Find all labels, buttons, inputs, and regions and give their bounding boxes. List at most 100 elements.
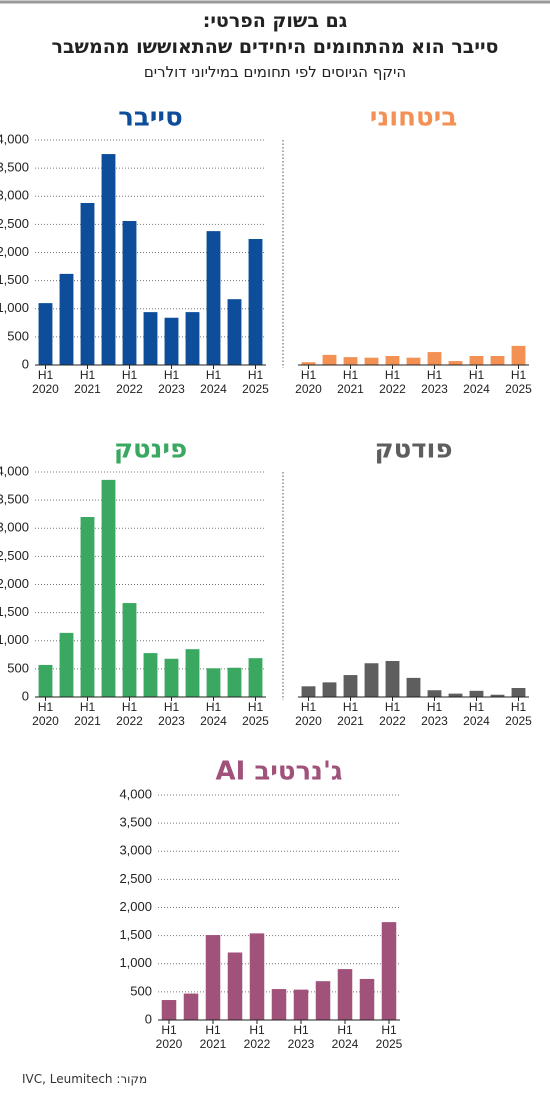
bar [322, 682, 337, 697]
bar [448, 693, 463, 697]
bar [364, 663, 379, 697]
bar [183, 993, 199, 1020]
x-tick-label: H1 2020 [295, 368, 322, 396]
x-tick-label: H1 2023 [421, 700, 448, 728]
bar [511, 688, 526, 697]
x-tick-label: H1 2024 [463, 368, 490, 396]
bar [80, 203, 95, 365]
bar [38, 303, 53, 365]
x-tick-label: H1 2021 [337, 700, 364, 728]
bar [315, 981, 331, 1020]
bar [406, 677, 421, 697]
y-tick-label: 500 [7, 660, 29, 675]
bar [205, 935, 221, 1020]
bar [469, 356, 484, 365]
bar [161, 1000, 177, 1020]
kicker: גם בשוק הפרטי: [202, 10, 348, 32]
y-tick-label: 500 [7, 328, 29, 343]
bar [337, 969, 353, 1020]
bar [227, 667, 242, 697]
title: סייבר הוא מהתחומים היחידים שהתאוששו מהמש… [51, 36, 499, 58]
bar [122, 221, 137, 365]
x-tick-label: H1 2021 [74, 368, 101, 396]
chart-title: פינטק [114, 435, 187, 465]
bar [359, 978, 375, 1020]
x-tick-label: H1 2025 [505, 700, 532, 728]
bar [511, 345, 526, 365]
source: מקור: IVC, Leumitech [22, 1072, 148, 1086]
bar [59, 273, 74, 365]
bar [185, 312, 200, 365]
bar [248, 658, 263, 697]
y-tick-label: 4,000 [119, 786, 152, 801]
bar [293, 989, 309, 1020]
x-tick-label: H1 2022 [379, 368, 406, 396]
bar [143, 312, 158, 365]
bar [248, 239, 263, 365]
bar [448, 361, 463, 365]
bar [206, 231, 221, 365]
y-tick-label: 2,500 [0, 548, 29, 563]
y-tick-label: 1,500 [119, 927, 152, 942]
bar [164, 658, 179, 697]
y-tick-label: 3,000 [119, 843, 152, 858]
x-tick-label: H1 2025 [505, 368, 532, 396]
bar [385, 661, 400, 697]
chart-title: סייבר [118, 103, 183, 133]
y-tick-label: 2,500 [0, 216, 29, 231]
x-tick-label: H1 2025 [242, 368, 269, 396]
x-tick-label: H1 2020 [32, 368, 59, 396]
x-tick-label: H1 2024 [200, 700, 227, 728]
bar [227, 952, 243, 1020]
x-tick-label: H1 2021 [337, 368, 364, 396]
x-tick-label: H1 2024 [463, 700, 490, 728]
x-tick-label: H1 2022 [116, 368, 143, 396]
bar [406, 357, 421, 365]
bar [301, 362, 316, 365]
x-tick-label: H1 2025 [375, 1023, 403, 1051]
x-tick-label: H1 2022 [243, 1023, 271, 1051]
y-tick-label: 3,500 [0, 492, 29, 507]
x-tick-label: H1 2023 [421, 368, 448, 396]
bar [343, 675, 358, 697]
y-tick-label: 2,500 [119, 871, 152, 886]
bar [59, 632, 74, 697]
chart-title: ביטחוני [370, 103, 457, 133]
x-tick-label: H1 2024 [200, 368, 227, 396]
y-tick-label: 2,000 [0, 244, 29, 259]
x-tick-label: H1 2023 [158, 368, 185, 396]
y-tick-label: 0 [22, 688, 29, 703]
subtitle: היקף הגיוסים לפי תחומים במיליוני דולרים [143, 63, 407, 81]
bar [343, 357, 358, 365]
y-tick-label: 3,000 [0, 188, 29, 203]
x-tick-label: H1 2023 [287, 1023, 315, 1051]
bar [122, 603, 137, 697]
y-tick-label: 1,500 [0, 604, 29, 619]
x-tick-label: H1 2025 [242, 700, 269, 728]
y-tick-label: 3,500 [0, 160, 29, 175]
bar [301, 686, 316, 697]
bar [101, 479, 116, 697]
x-tick-label: H1 2021 [199, 1023, 227, 1051]
x-tick-label: H1 2022 [116, 700, 143, 728]
x-tick-label: H1 2020 [155, 1023, 183, 1051]
bar [101, 154, 116, 365]
x-tick-label: H1 2023 [158, 700, 185, 728]
y-tick-label: 2,000 [0, 576, 29, 591]
bar [249, 933, 265, 1020]
bar [364, 357, 379, 365]
bar [227, 299, 242, 365]
y-tick-label: 1,000 [0, 300, 29, 315]
bar [164, 317, 179, 365]
bar [490, 356, 505, 365]
bar [185, 649, 200, 697]
chart-title: פודטק [374, 435, 452, 465]
y-tick-label: 4,000 [0, 131, 29, 146]
bar [206, 668, 221, 697]
bar [322, 354, 337, 365]
bar [427, 352, 442, 365]
bar [271, 989, 287, 1020]
y-tick-label: 0 [22, 356, 29, 371]
